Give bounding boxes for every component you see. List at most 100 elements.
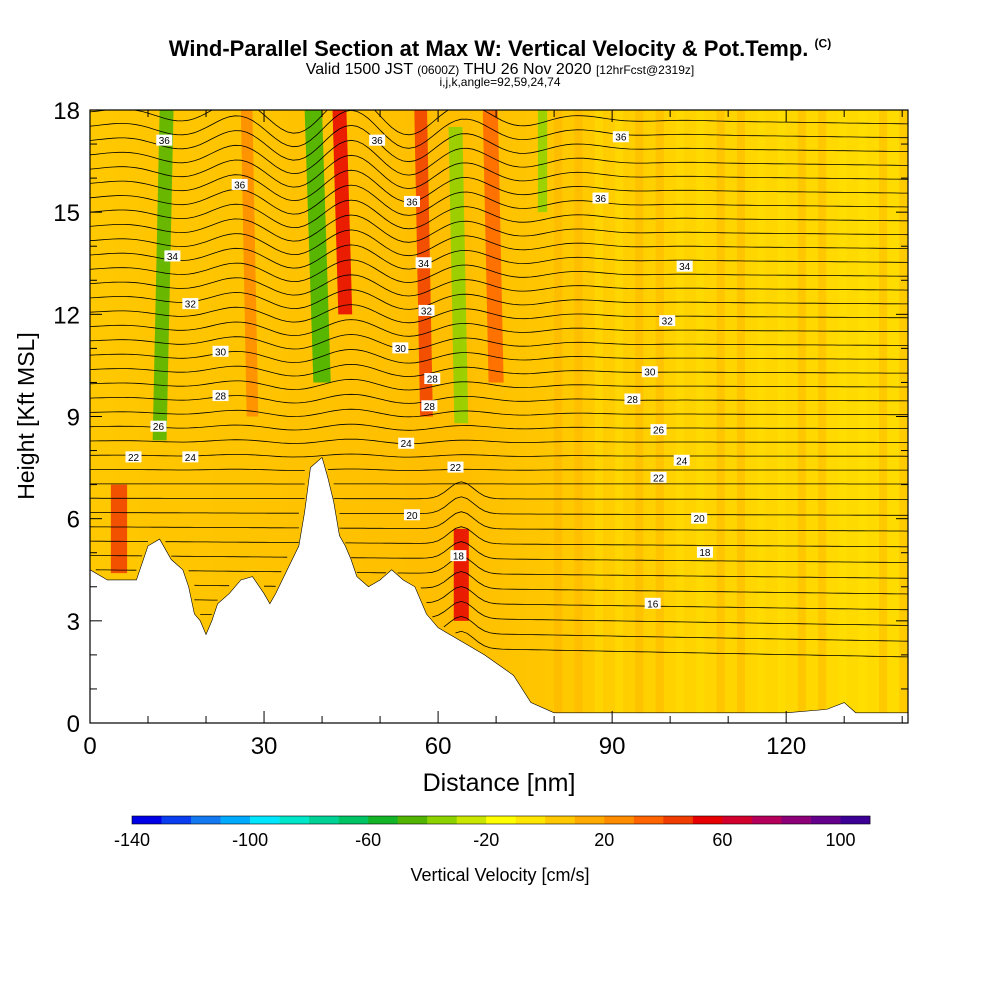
contour-label-text: 30 [644, 368, 656, 379]
terrain-mask [90, 456, 908, 723]
x-tick-label: 90 [599, 733, 626, 760]
velocity-streak [655, 110, 664, 713]
forecast-info: [12hrFcst@2319z] [595, 63, 695, 77]
colorbar-swatch [486, 816, 517, 824]
section-params: i,j,k,angle=92,59,24,74 [0, 75, 1000, 89]
contour-label-bg [182, 451, 199, 463]
theta-contour-labels: 36 36 36 36 36 36 34 34 34 32 32 32 30 30 30 28 28 28 28 26… [125, 131, 713, 610]
theta-contour-line [90, 453, 908, 458]
contour-label-text: 24 [676, 456, 688, 467]
colorbar-tick-label: 20 [594, 830, 614, 850]
contour-label-text: 26 [653, 426, 665, 437]
colorbar-swatch [574, 816, 605, 824]
contour-label-bg [415, 257, 432, 269]
x-tick-label: 30 [251, 733, 278, 760]
contour-label: 36 [592, 192, 609, 205]
contour-label-bg [398, 437, 415, 449]
colorbar-tick-label: -140 [114, 830, 150, 850]
contour-label: 34 [415, 257, 432, 270]
theta-contour-line [455, 630, 908, 658]
y-axis-label: Height [Kft MSL] [13, 332, 39, 499]
colorbar-swatch [751, 816, 782, 824]
velocity-streak [838, 110, 847, 713]
theta-contour-line [90, 289, 908, 310]
contour-label-text: 18 [453, 552, 465, 563]
contour-label-bg [592, 192, 609, 204]
contour-label: 24 [673, 454, 690, 467]
contour-label-text: 30 [395, 344, 407, 355]
valid-time: Valid 1500 JST [305, 61, 413, 78]
colorbar-swatch [604, 816, 635, 824]
contour-label: 26 [150, 420, 167, 433]
colorbar-swatch [279, 816, 310, 824]
contour-label-bg [156, 134, 173, 146]
contour-label-text: 32 [662, 317, 674, 328]
contour-label-bg [691, 512, 708, 524]
contour-label: 30 [212, 345, 229, 358]
colorbar-swatch [692, 816, 723, 824]
contour-label-bg [418, 304, 435, 316]
colorbar-swatch [161, 816, 192, 824]
contour-label: 36 [369, 134, 386, 147]
contour-label-bg [164, 250, 181, 262]
theta-contour-line [90, 378, 908, 391]
velocity-streak [594, 110, 603, 713]
colorbar-tick-label: -60 [355, 830, 381, 850]
theta-contour-line [90, 363, 908, 377]
velocity-column [537, 110, 548, 213]
contour-label: 26 [650, 424, 667, 437]
contour-label: 30 [392, 342, 409, 355]
contour-label-bg [424, 373, 441, 385]
theta-contour-line [90, 154, 908, 190]
theta-contour-line [90, 184, 908, 216]
theta-contours [90, 110, 908, 658]
theta-contour-line [95, 556, 908, 579]
contour-label-bg [392, 342, 409, 354]
contour-label-bg [403, 509, 420, 521]
colorbar-tick-label: 60 [712, 830, 732, 850]
contour-label-bg [212, 390, 229, 402]
valid-date: THU 26 Nov 2020 [463, 61, 592, 78]
contour-label-text: 32 [185, 300, 197, 311]
x-axis: 0 30 60 90 120 [83, 110, 903, 760]
theta-contour-line [90, 229, 908, 257]
velocity-streak [878, 110, 888, 713]
colorbar-tick-label: 100 [825, 830, 855, 850]
colorbar-swatch [338, 816, 369, 824]
theta-contour-line [90, 526, 908, 548]
contour-label-text: 20 [694, 514, 706, 525]
contour-label-text: 32 [421, 306, 433, 317]
theta-contour-line [90, 214, 908, 243]
contour-label-bg [212, 345, 229, 357]
contour-label: 34 [164, 250, 181, 263]
velocity-streak [574, 110, 583, 713]
velocity-streak [797, 110, 806, 713]
contour-label-text: 36 [159, 136, 171, 147]
theta-contour-line [90, 496, 908, 516]
colorbar-swatch [810, 816, 841, 824]
contour-label: 24 [182, 451, 199, 464]
y-tick-label: 15 [53, 200, 80, 227]
contour-label: 28 [421, 400, 438, 413]
colorbar-tick-label: -20 [473, 830, 499, 850]
x-tick-label: 60 [425, 733, 452, 760]
colorbar-swatch [633, 816, 664, 824]
colorbar-swatch [427, 816, 458, 824]
contour-label: 22 [650, 471, 667, 484]
contour-label-text: 20 [406, 511, 418, 522]
contour-label-bg [673, 454, 690, 466]
valid-time-utc: (0600Z) [417, 63, 460, 77]
theta-contour-line [90, 423, 908, 431]
colorbar-swatch [545, 816, 576, 824]
theta-contour-line [90, 304, 908, 324]
copyright-mark: (C) [814, 36, 832, 51]
contour-label-text: 34 [679, 262, 691, 273]
theta-contour-line [90, 541, 908, 563]
velocity-streak [615, 110, 624, 713]
contour-label-bg [650, 471, 667, 483]
contour-label-text: 22 [653, 473, 665, 484]
contour-label-text: 36 [234, 180, 246, 191]
contour-label-text: 30 [215, 347, 227, 358]
velocity-streak [635, 110, 644, 713]
